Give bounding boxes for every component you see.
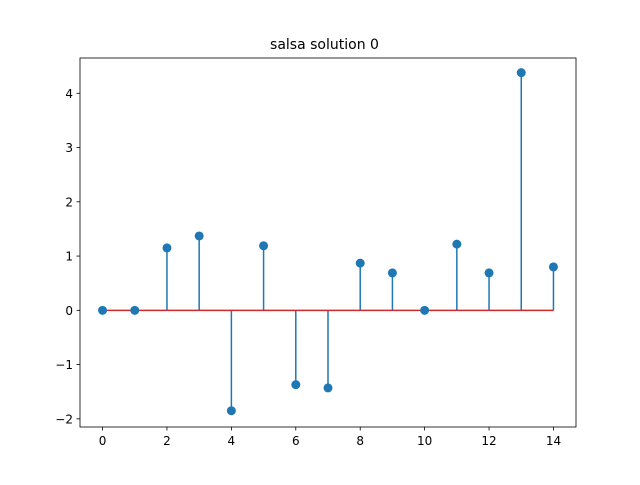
stem-marker (291, 380, 301, 390)
y-tick-label: 4 (65, 87, 73, 101)
y-tick-label: 1 (65, 250, 73, 264)
stem-marker (355, 258, 365, 268)
y-tick-label: −2 (55, 412, 73, 426)
stem-marker (162, 243, 172, 253)
x-tick-label: 8 (356, 434, 364, 448)
y-tick-label: 3 (65, 141, 73, 155)
stem-marker (194, 231, 204, 241)
plot-area (98, 68, 558, 416)
stem-marker (130, 305, 140, 315)
stem-marker (323, 383, 333, 393)
x-tick-label: 4 (228, 434, 236, 448)
axes-frame (79, 57, 577, 428)
x-tick-label: 14 (546, 434, 561, 448)
chart-title: salsa solution 0 (270, 37, 379, 53)
x-tick-label: 10 (417, 434, 432, 448)
x-tick-label: 6 (292, 434, 300, 448)
stem-marker (452, 239, 462, 249)
stem-marker (387, 268, 397, 278)
x-tick-label: 0 (99, 434, 107, 448)
y-tick-label: 0 (65, 304, 73, 318)
stem-marker (516, 68, 526, 78)
x-tick-label: 2 (163, 434, 171, 448)
y-tick-label: 2 (65, 195, 73, 209)
stem-marker (420, 305, 430, 315)
stem-marker (226, 406, 236, 416)
stem-marker (259, 241, 269, 251)
x-tick-label: 12 (481, 434, 496, 448)
stem-marker (484, 268, 494, 278)
stem-marker (548, 262, 558, 272)
stem-marker (98, 305, 108, 315)
y-tick-label: −1 (55, 358, 73, 372)
